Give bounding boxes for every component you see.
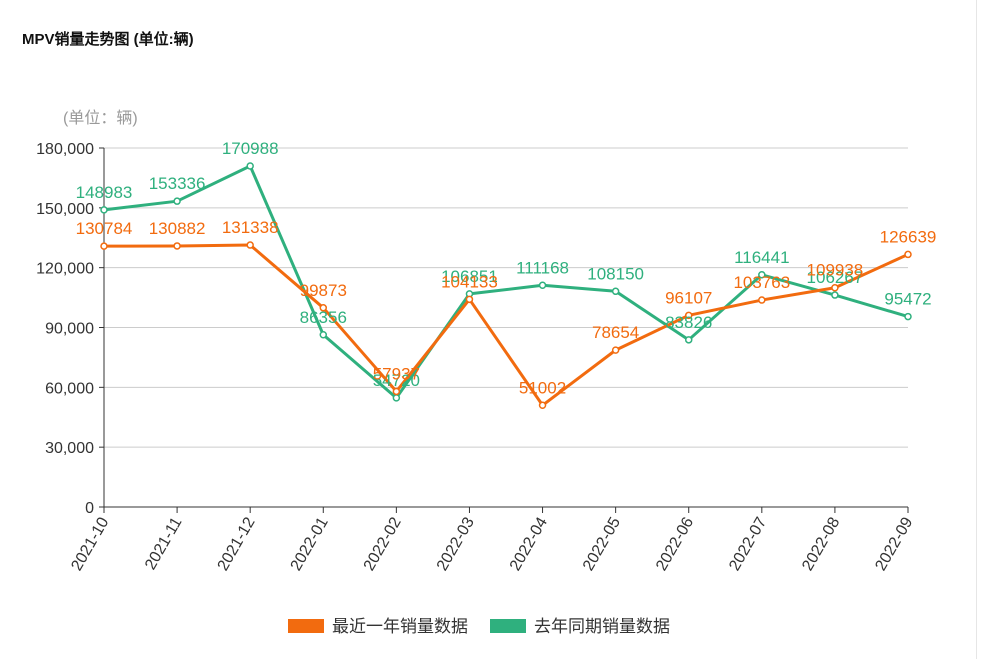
data-point[interactable]: [246, 241, 254, 249]
legend-swatch[interactable]: [288, 619, 324, 633]
data-point[interactable]: [392, 394, 401, 402]
data-point[interactable]: [611, 287, 620, 296]
data-point[interactable]: [173, 197, 181, 205]
data-label: 111168: [516, 258, 569, 277]
y-tick-label: 30,000: [45, 440, 94, 457]
data-label: 108150: [587, 264, 644, 283]
data-point[interactable]: [173, 242, 181, 250]
data-point[interactable]: [538, 401, 547, 410]
chart-title: MPV销量走势图 (单位:辆): [22, 31, 194, 48]
data-label: 54720: [373, 371, 420, 390]
legend-swatch[interactable]: [490, 619, 526, 633]
data-label: 51002: [519, 378, 566, 397]
data-point[interactable]: [465, 295, 474, 304]
data-point[interactable]: [611, 346, 620, 354]
data-point[interactable]: [904, 312, 912, 321]
data-label: 109938: [807, 261, 864, 280]
y-tick-label: 0: [85, 500, 94, 517]
y-tick-label: 90,000: [45, 321, 94, 338]
data-point[interactable]: [758, 296, 766, 304]
data-label: 86356: [300, 308, 347, 327]
x-tick-label: 2021-11: [142, 514, 186, 572]
data-point[interactable]: [246, 162, 254, 170]
data-label: 83826: [665, 313, 712, 332]
data-point[interactable]: [831, 283, 839, 292]
y-tick-label: 150,000: [36, 201, 94, 218]
y-tick-label: 180,000: [36, 141, 94, 158]
x-tick-label: 2021-10: [68, 514, 112, 573]
data-label: 170988: [222, 139, 279, 158]
y-tick-label: 60,000: [45, 380, 94, 397]
data-label: 99873: [300, 281, 347, 300]
data-point[interactable]: [392, 387, 401, 396]
series-line: [103, 243, 909, 407]
data-label: 130784: [76, 219, 133, 238]
panel-divider: [976, 0, 977, 659]
data-point[interactable]: [684, 336, 693, 344]
x-tick-label: 2022-04: [507, 514, 551, 573]
data-label: 106267: [807, 268, 864, 287]
x-tick-label: 2021-12: [215, 514, 259, 573]
data-label: 130882: [149, 219, 206, 238]
data-label: 126639: [880, 227, 937, 246]
x-tick-label: 2022-02: [361, 514, 405, 573]
data-label: 57937: [373, 364, 420, 383]
data-point[interactable]: [831, 291, 839, 299]
data-point[interactable]: [758, 271, 766, 279]
axes: 0 30,000 60,000 90,000 120,000 150,000 180,000…: [36, 141, 916, 574]
data-labels: 148983 153336 170988 86356 54720 106851 111168…: [76, 139, 937, 397]
series-line: [103, 164, 909, 400]
data-label: 106851: [441, 267, 498, 286]
data-label: 104133: [441, 272, 498, 291]
data-point[interactable]: [538, 281, 547, 290]
data-label: 148983: [76, 183, 133, 202]
data-label: 78654: [592, 323, 639, 342]
x-tick-label: 2022-09: [872, 514, 916, 573]
data-point[interactable]: [319, 304, 328, 312]
x-tick-label: 2022-05: [580, 514, 624, 573]
grid-lines: [104, 147, 908, 448]
x-tick-label: 2022-06: [653, 514, 697, 573]
series-lines: [100, 162, 912, 410]
data-point[interactable]: [904, 250, 912, 259]
data-label: 116441: [734, 248, 789, 267]
data-label: 153336: [149, 174, 206, 193]
data-point[interactable]: [100, 242, 108, 250]
data-point[interactable]: [319, 331, 328, 339]
data-point[interactable]: [684, 311, 693, 320]
data-label: 131338: [222, 218, 279, 237]
x-tick-label: 2022-01: [288, 514, 332, 573]
data-label: 95472: [884, 290, 931, 309]
x-tick-label: 2022-08: [799, 514, 843, 573]
x-tick-label: 2022-07: [726, 514, 770, 573]
legend[interactable]: 最近一年销量数据 去年同期销量数据: [288, 617, 670, 636]
data-label: 103763: [733, 273, 790, 292]
y-tick-label: 120,000: [36, 261, 94, 278]
legend-label[interactable]: 最近一年销量数据: [332, 617, 468, 636]
y-unit-label: (单位：辆): [63, 109, 138, 127]
x-tick-label: 2022-03: [434, 514, 478, 573]
data-point[interactable]: [100, 206, 108, 214]
legend-label[interactable]: 去年同期销量数据: [534, 617, 670, 636]
data-label: 96107: [665, 288, 712, 307]
